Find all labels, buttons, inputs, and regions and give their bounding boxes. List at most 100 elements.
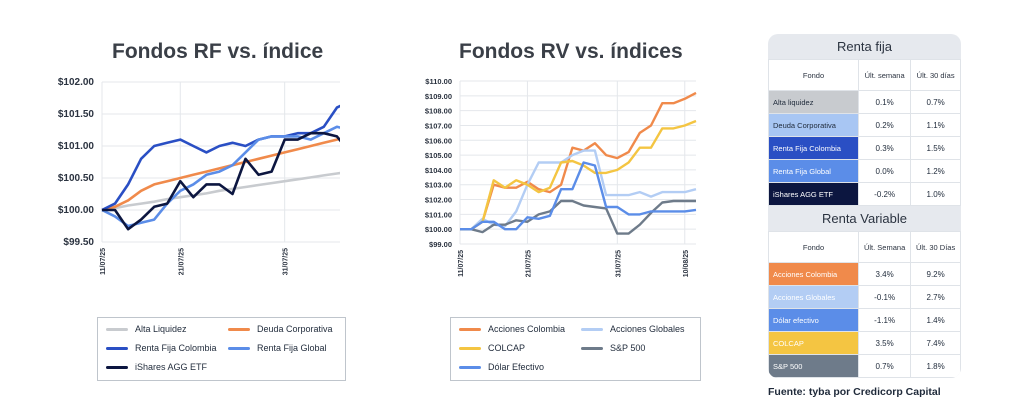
month-return: 1.0% (910, 182, 961, 206)
legend-item: Deuda Corporativa (228, 324, 333, 334)
table-row: Acciones Colombia 3.4% 9.2% (768, 262, 961, 286)
table-row: COLCAP 3.5% 7.4% (768, 331, 961, 355)
table-row: Renta Fija Global 0.0% 1.2% (768, 159, 961, 183)
legend-swatch (459, 327, 481, 331)
table-title-renta-fija: Renta fija (837, 39, 892, 54)
source-note: Fuente: tyba por Credicorp Capital (768, 386, 941, 398)
legend-swatch (106, 346, 128, 350)
week-return: 0.3% (857, 136, 912, 160)
legend-item: Acciones Colombia (459, 324, 565, 334)
fund-name: S&P 500 (768, 354, 859, 378)
y-tick-label: $105.00 (425, 151, 452, 160)
month-return: 1.2% (910, 159, 961, 183)
legend-swatch (228, 327, 250, 331)
plot-area: $99.50 $100.00 $100.50 $101.00 $101.50 $102.0… (58, 77, 340, 275)
table-header: Fondo (768, 231, 859, 263)
table-row: iShares AGG ETF -0.2% 1.0% (768, 182, 961, 206)
legend-label: COLCAP (488, 343, 526, 353)
fund-name: Acciones Colombia (768, 262, 859, 286)
series-line (460, 119, 697, 231)
fund-name: COLCAP (768, 331, 859, 355)
legend-label: Deuda Corporativa (257, 324, 333, 334)
table-row: Acciones Globales -0.1% 2.7% (768, 285, 961, 309)
week-return: -0.2% (857, 182, 912, 206)
month-return: 9.2% (910, 262, 961, 286)
x-tick-label: 11/07/25 (100, 248, 107, 275)
legend-item: Acciones Globales (581, 324, 685, 334)
y-tick-label: $102.00 (425, 196, 452, 205)
y-tick-label: $107.00 (425, 121, 452, 130)
week-return: -1.1% (857, 308, 912, 332)
table-header: Últ. Semana (857, 231, 912, 263)
table-title-renta-variable: Renta Variable (821, 211, 908, 226)
y-tick-label: $100.50 (58, 173, 95, 184)
legend-rv: Acciones Colombia Acciones Globales COLC… (450, 317, 701, 381)
x-tick-label: 21/07/25 (178, 248, 185, 275)
week-return: 3.5% (857, 331, 912, 355)
x-tick-label: 21/07/25 (525, 250, 532, 277)
legend-swatch (106, 327, 128, 331)
legend-label: iShares AGG ETF (135, 362, 208, 372)
month-return: 1.8% (910, 354, 961, 378)
table-renta-fija: Fondo Últ. semana Últ. 30 días Alta liqu… (768, 59, 961, 206)
y-tick-label: $100.00 (58, 205, 95, 216)
plot-area: $99.00 $100.00 $101.00 $102.00 $103.00 $104.0… (425, 77, 697, 277)
fund-name: Renta Fija Global (768, 159, 859, 183)
series-line (101, 104, 340, 212)
legend-item: Alta Liquidez (106, 324, 187, 334)
legend-item: S&P 500 (581, 343, 645, 353)
week-return: 0.7% (857, 354, 912, 378)
legend-label: Acciones Globales (610, 324, 685, 334)
legend-label: Dólar Efectivo (488, 362, 545, 372)
legend-swatch (106, 365, 128, 369)
y-tick-label: $101.00 (58, 141, 95, 152)
fund-name: Dólar efectivo (768, 308, 859, 332)
chart-title-rf: Fondos RF vs. índice (112, 40, 324, 63)
chart-title-rv: Fondos RV vs. índices (459, 40, 683, 63)
x-tick-label: 11/07/25 (458, 250, 465, 277)
legend-swatch (581, 346, 603, 350)
x-tick-label: 10/08/25 (683, 250, 690, 277)
series-line (101, 125, 340, 228)
y-tick-label: $101.50 (58, 109, 95, 120)
fund-name: iShares AGG ETF (768, 182, 859, 206)
table-header-row: Fondo Últ. semana Últ. 30 días (768, 59, 961, 91)
series-line (101, 171, 340, 212)
y-tick-label: $106.00 (425, 136, 452, 145)
fund-name: Renta Fija Colombia (768, 136, 859, 160)
series-line (101, 137, 340, 212)
month-return: 1.5% (910, 136, 961, 160)
month-return: 2.7% (910, 285, 961, 309)
legend-swatch (459, 346, 481, 350)
legend-label: Renta Fija Global (257, 343, 327, 353)
month-return: 1.1% (910, 113, 961, 137)
table-header: Últ. 30 días (910, 59, 961, 91)
legend-item: COLCAP (459, 343, 525, 353)
legend-item: Renta Fija Colombia (106, 343, 217, 353)
table-header: Últ. semana (857, 59, 912, 91)
legend-label: S&P 500 (610, 343, 646, 353)
x-tick-label: 31/07/25 (283, 248, 290, 275)
legend-item: Renta Fija Global (228, 343, 327, 353)
month-return: 7.4% (910, 331, 961, 355)
y-tick-label: $104.00 (425, 166, 452, 175)
y-tick-label: $102.00 (58, 77, 95, 88)
legend-label: Renta Fija Colombia (135, 343, 217, 353)
table-header-row: Fondo Últ. Semana Últ. 30 Días (768, 231, 961, 263)
legend-swatch (581, 327, 603, 331)
series-line (102, 131, 340, 231)
table-header: Fondo (768, 59, 859, 91)
y-tick-label: $99.50 (63, 237, 94, 248)
month-return: 0.7% (910, 90, 961, 114)
table-row: S&P 500 0.7% 1.8% (768, 354, 961, 378)
table-header: Últ. 30 Días (910, 231, 961, 263)
table-row: Renta Fija Colombia 0.3% 1.5% (768, 136, 961, 160)
y-tick-label: $109.00 (425, 92, 452, 101)
legend-rf: Alta Liquidez Deuda Corporativa Renta Fi… (97, 317, 346, 381)
legend-label: Alta Liquidez (135, 324, 187, 334)
table-renta-variable: Fondo Últ. Semana Últ. 30 Días Acciones … (768, 231, 961, 378)
y-tick-label: $99.00 (429, 240, 452, 249)
week-return: 3.4% (857, 262, 912, 286)
y-tick-label: $108.00 (425, 107, 452, 116)
week-return: 0.0% (857, 159, 912, 183)
